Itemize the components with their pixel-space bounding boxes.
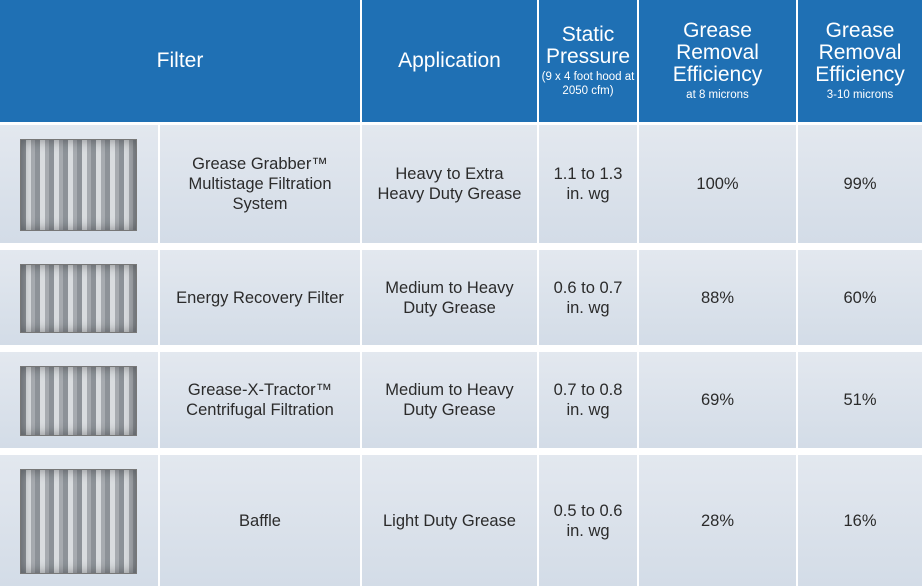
body-cell: Grease-X-Tractor™ Centrifugal Filtration (160, 352, 360, 448)
cell-text: 60% (843, 288, 876, 308)
body-cell: 0.6 to 0.7 in. wg (539, 250, 637, 345)
body-cell: Medium to Heavy Duty Grease (362, 250, 537, 345)
body-cell: 16% (798, 455, 922, 586)
header-title: Grease Removal Efficiency (805, 20, 915, 86)
body-cell: Heavy to Extra Heavy Duty Grease (362, 125, 537, 243)
body-cell: 60% (798, 250, 922, 345)
cell-text: Medium to Heavy Duty Grease (370, 380, 529, 420)
cell-text: 51% (843, 390, 876, 410)
cell-text: 88% (701, 288, 734, 308)
header-note: 3-10 microns (827, 88, 893, 102)
body-cell: 99% (798, 125, 922, 243)
cell-text: Grease-X-Tractor™ Centrifugal Filtration (168, 380, 352, 420)
page: Filter Application Static Pressure(9 x 4 f… (0, 0, 922, 586)
body-cell: 0.5 to 0.6 in. wg (539, 455, 637, 586)
body-cell: 88% (639, 250, 796, 345)
image-cell (0, 455, 158, 586)
header-title: Static Pressure (539, 24, 637, 68)
cell-text: 0.5 to 0.6 in. wg (547, 501, 629, 541)
cell-text: 99% (843, 174, 876, 194)
cell-text: Medium to Heavy Duty Grease (370, 278, 529, 318)
filter-image (20, 366, 137, 436)
body-cell: Medium to Heavy Duty Grease (362, 352, 537, 448)
cell-text: 16% (843, 511, 876, 531)
cell-text: Energy Recovery Filter (176, 288, 344, 308)
body-cell: 1.1 to 1.3 in. wg (539, 125, 637, 243)
cell-text: Baffle (239, 511, 281, 531)
header-cell: Application (362, 0, 537, 122)
header-cell: Static Pressure(9 x 4 foot hood at 2050 … (539, 0, 637, 122)
cell-text: 100% (696, 174, 738, 194)
filter-image (20, 139, 137, 231)
header-title: Grease Removal Efficiency (659, 20, 777, 86)
cell-text: 0.6 to 0.7 in. wg (547, 278, 629, 318)
image-cell (0, 125, 158, 243)
header-title: Application (398, 50, 501, 72)
body-cell: 69% (639, 352, 796, 448)
filter-image (20, 264, 137, 333)
body-cell: Energy Recovery Filter (160, 250, 360, 345)
cell-text: 69% (701, 390, 734, 410)
cell-text: Light Duty Grease (383, 511, 516, 531)
body-cell: Light Duty Grease (362, 455, 537, 586)
body-cell: 51% (798, 352, 922, 448)
header-cell: Grease Removal Efficiency 3-10 microns (798, 0, 922, 122)
filter-image (20, 469, 137, 574)
cell-text: 0.7 to 0.8 in. wg (547, 380, 629, 420)
header-title: Filter (157, 50, 204, 72)
body-cell: 100% (639, 125, 796, 243)
body-cell: Baffle (160, 455, 360, 586)
cell-text: 28% (701, 511, 734, 531)
header-cell: Grease Removal Efficiency at 8 microns (639, 0, 796, 122)
body-cell: Grease Grabber™ Multistage Filtration Sy… (160, 125, 360, 243)
image-cell (0, 250, 158, 345)
body-cell: 0.7 to 0.8 in. wg (539, 352, 637, 448)
header-note: at 8 microns (686, 88, 749, 102)
image-cell (0, 352, 158, 448)
cell-text: 1.1 to 1.3 in. wg (547, 164, 629, 204)
cell-text: Grease Grabber™ Multistage Filtration Sy… (168, 154, 352, 214)
header-note: (9 x 4 foot hood at 2050 cfm) (541, 70, 636, 98)
body-cell: 28% (639, 455, 796, 586)
header-cell: Filter (0, 0, 360, 122)
cell-text: Heavy to Extra Heavy Duty Grease (370, 164, 529, 204)
